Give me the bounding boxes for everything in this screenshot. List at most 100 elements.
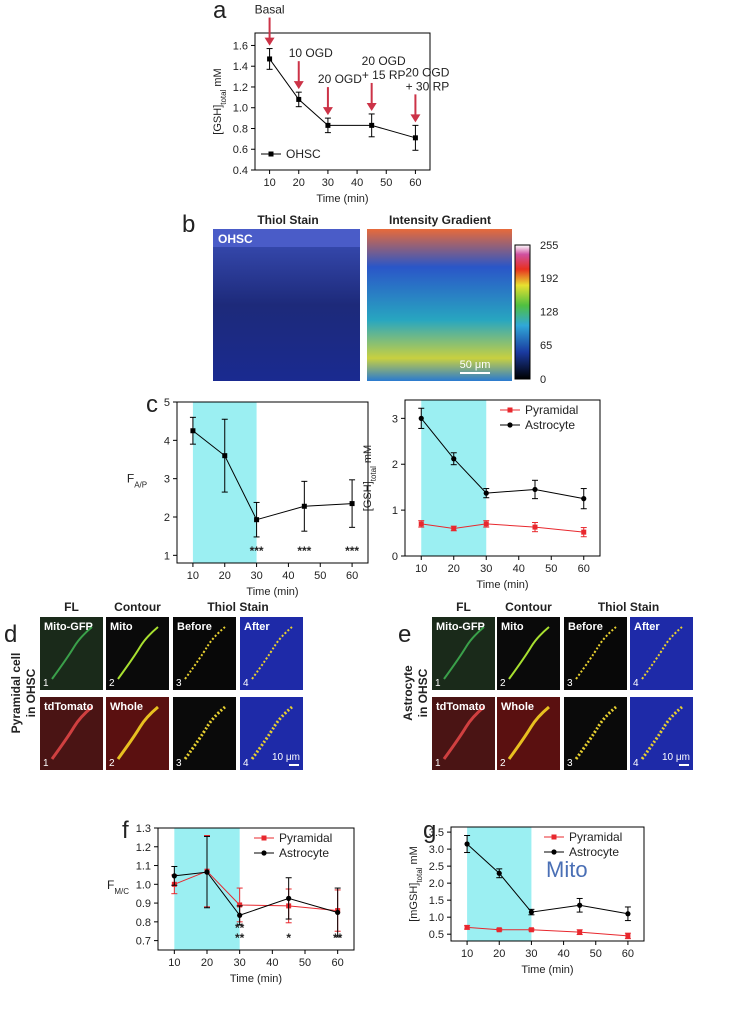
legend-label: Pyramidal: [279, 831, 332, 845]
data-point: [190, 428, 196, 434]
legend-marker: [261, 850, 267, 856]
legend-marker: [507, 407, 513, 413]
data-point: [528, 909, 535, 915]
colorbar-label: 0: [540, 374, 546, 386]
y-tick-label: 0.8: [233, 123, 248, 135]
panel-letter: d: [4, 621, 17, 648]
y-tick-label: 1.5: [429, 895, 444, 907]
y-label-sub: total: [219, 89, 228, 104]
x-tick-label: 30: [525, 948, 537, 960]
arrow-label: + 30 RP: [406, 79, 450, 93]
column-header: Thiol Stain: [207, 600, 268, 614]
data-point: [237, 912, 243, 918]
image-title: Intensity Gradient: [389, 213, 491, 227]
legend-marker: [261, 835, 267, 841]
x-axis-label: Time (min): [316, 193, 368, 205]
legend-label: Astrocyte: [279, 846, 329, 860]
significance-mark: ***: [345, 544, 359, 558]
x-axis-label: Time (min): [246, 586, 298, 598]
x-tick-label: 50: [314, 570, 326, 582]
x-tick-label: 20: [201, 957, 213, 969]
y-label-sub: total: [369, 466, 378, 481]
tile-number: 2: [109, 678, 115, 689]
y-label-main: F: [107, 878, 114, 892]
y-tick-label: 1.0: [136, 879, 151, 891]
x-axis-label: Time (min): [476, 579, 528, 591]
y-label-main: [GSH]: [362, 481, 374, 511]
y-tick-label: 0.9: [136, 898, 151, 910]
y-tick-label: 0.5: [429, 929, 444, 941]
data-point: [496, 870, 502, 876]
y-tick-label: 0.6: [233, 144, 248, 156]
tile-label: Whole: [501, 701, 534, 713]
panel-letter: b: [182, 211, 195, 238]
y-label-main: F: [127, 472, 134, 486]
tile-label: Mito-GFP: [44, 621, 93, 633]
tile-number: 1: [435, 678, 441, 689]
inset-band: [213, 229, 360, 247]
shaded-region: [467, 827, 532, 941]
x-tick-label: 50: [545, 563, 557, 575]
y-label-sub: M/C: [114, 887, 129, 896]
x-tick-label: 50: [299, 957, 311, 969]
x-tick-label: 30: [250, 570, 262, 582]
x-tick-label: 30: [480, 563, 492, 575]
y-tick-label: 5: [164, 397, 170, 409]
y-label-main: [GSH]: [212, 105, 224, 135]
data-point: [451, 525, 457, 531]
colorbar-label: 255: [540, 240, 558, 252]
side-label-line: Astrocyte: [401, 665, 415, 721]
tile-number: 1: [43, 758, 49, 769]
tile-number: 3: [176, 758, 182, 769]
cell-outline: [50, 705, 93, 760]
tile-label: Before: [177, 621, 212, 633]
y-tick-label: 1.6: [233, 40, 248, 52]
legend-marker: [507, 422, 513, 428]
micrograph: [173, 617, 236, 690]
column-header: Contour: [114, 600, 161, 614]
micrograph: [630, 617, 693, 690]
x-tick-label: 60: [332, 957, 344, 969]
tile-number: 4: [633, 678, 639, 689]
tile-number: 4: [633, 758, 639, 769]
data-point: [267, 56, 273, 62]
cell-outline: [575, 626, 617, 680]
data-point: [296, 96, 302, 102]
scale-label: 50 μm: [460, 359, 491, 371]
legend-marker: [551, 849, 557, 855]
thiol-image: [213, 229, 360, 381]
plot-frame: [404, 399, 601, 557]
inset-label: Mito: [546, 857, 588, 882]
data-point: [325, 122, 331, 128]
cell-outline: [574, 705, 617, 760]
tile-number: 3: [176, 678, 182, 689]
micrograph: [240, 617, 303, 690]
colorbar-label: 192: [540, 273, 558, 285]
y-label-main: [mGSH]: [408, 883, 420, 922]
micrograph: [40, 617, 103, 690]
y-tick-label: 2: [392, 459, 398, 471]
y-label-sub: total: [415, 867, 424, 882]
y-tick-label: 2.5: [429, 861, 444, 873]
plot-frame: [157, 827, 355, 951]
tile-number: 3: [567, 758, 573, 769]
tile-label: Mito-GFP: [436, 621, 485, 633]
arrow-head: [410, 114, 421, 123]
column-header: Thiol Stain: [598, 600, 659, 614]
y-tick-label: 1.0: [233, 103, 248, 115]
data-point: [528, 927, 534, 933]
cell-outline: [250, 705, 293, 760]
data-point: [532, 524, 538, 530]
data-point: [577, 902, 583, 908]
x-tick-label: 40: [513, 563, 525, 575]
x-tick-label: 20: [219, 570, 231, 582]
arrow-label: 20 OGD: [318, 72, 362, 86]
arrow-label: 10 OGD: [289, 46, 333, 60]
gradient-image: [367, 229, 512, 381]
arrow-head: [264, 37, 275, 46]
tile-label: Before: [568, 621, 603, 633]
arrow-label: Basal: [255, 3, 285, 17]
cell-outline: [640, 705, 683, 760]
legend-label: Astrocyte: [569, 845, 619, 859]
data-point: [451, 456, 457, 462]
